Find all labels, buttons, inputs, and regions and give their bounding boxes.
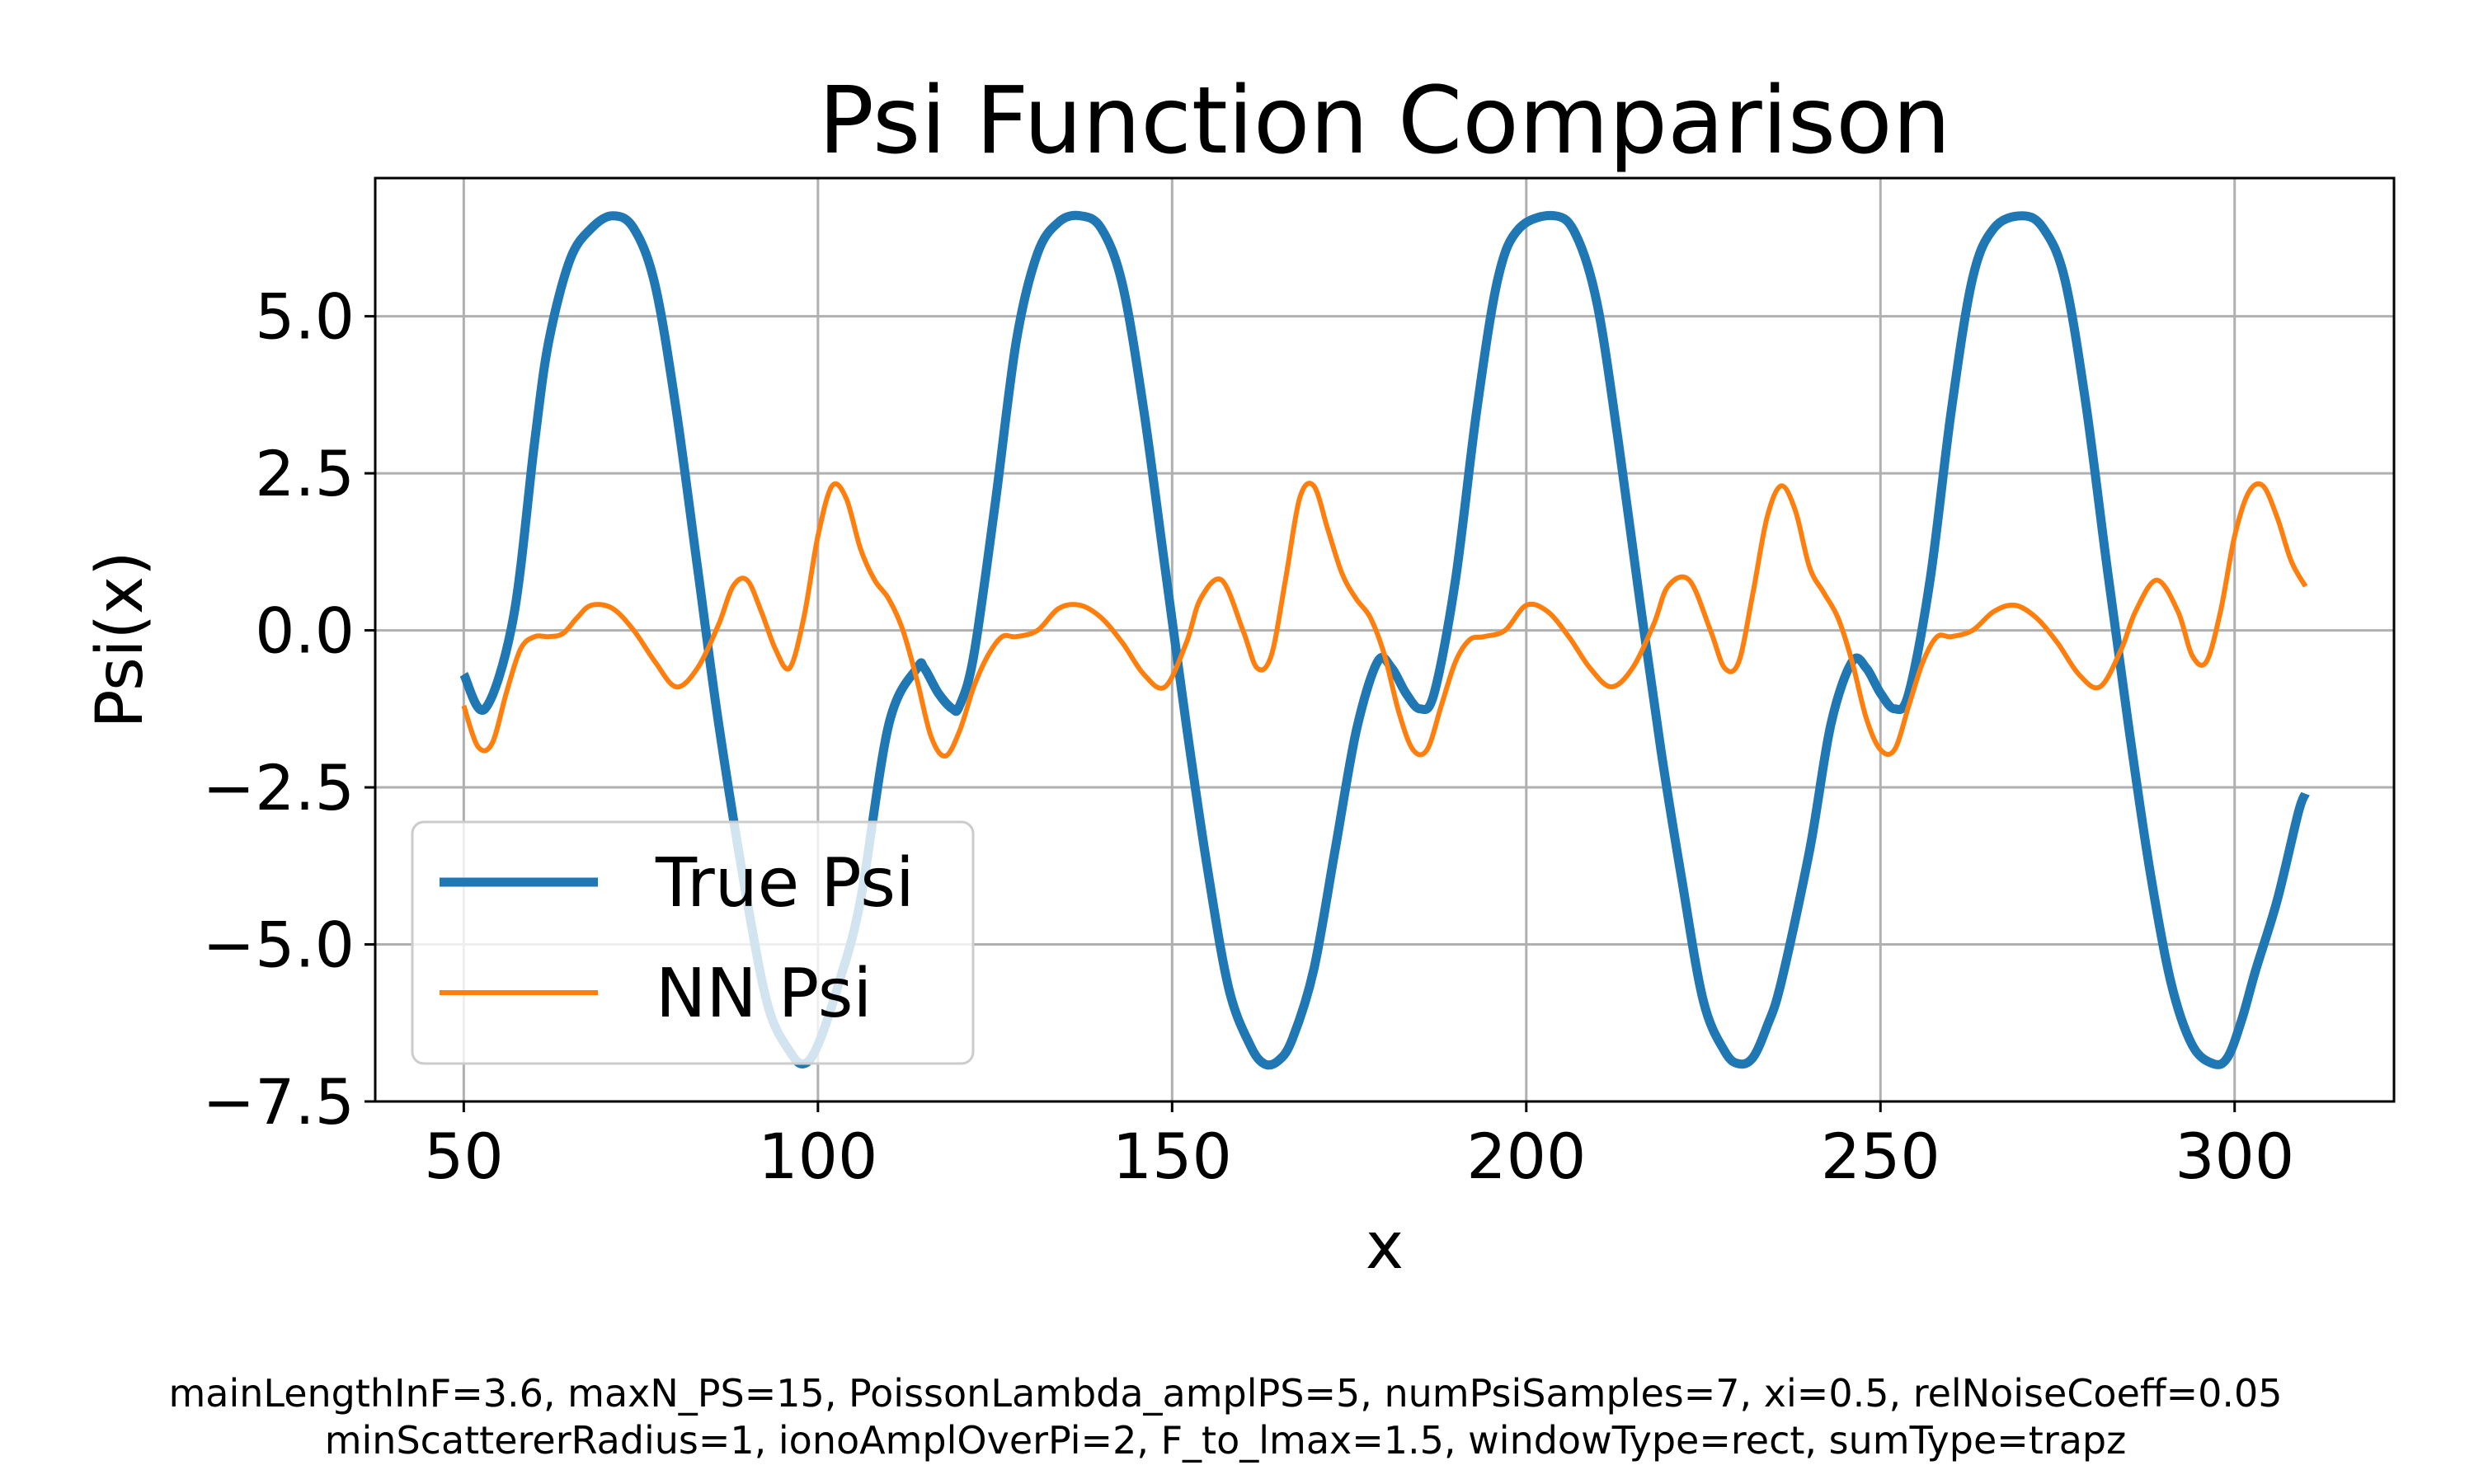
x-axis-label: x — [1366, 1209, 1404, 1284]
series-line-nn-psi — [461, 481, 2308, 759]
legend-label-nn-psi: NN Psi — [656, 955, 872, 1033]
x-tick-label: 250 — [1821, 1120, 1940, 1193]
y-axis-label: Psi(x) — [83, 552, 158, 729]
x-tick-label: 150 — [1112, 1120, 1232, 1193]
legend-label-true-psi: True Psi — [655, 844, 915, 923]
y-tick-label: −7.5 — [202, 1065, 355, 1139]
y-tick-label: 0.0 — [255, 594, 355, 668]
x-tick-label: 100 — [758, 1120, 877, 1193]
x-tick-label: 300 — [2175, 1120, 2294, 1193]
axis-ticks: 50 100 150 200 250 300 5.0 2.5 0.0 −2.5 −5.0 −7.5 — [202, 280, 2294, 1193]
chart-title: Psi Function Comparison — [818, 68, 1950, 175]
legend: True Psi NN Psi — [411, 820, 975, 1065]
y-tick-label: −2.5 — [202, 751, 355, 824]
y-tick-label: 5.0 — [255, 280, 355, 354]
x-tick-label: 200 — [1466, 1120, 1586, 1193]
plot-frame — [374, 176, 2396, 1103]
y-tick-label: 2.5 — [255, 437, 355, 510]
caption-line-1: mainLengthInF=3.6, maxN_PS=15, PoissonLa… — [168, 1371, 2282, 1416]
x-tick-label: 50 — [424, 1120, 504, 1193]
caption-line-2: minScattererRadius=1, ionoAmplOverPi=2, … — [325, 1418, 2127, 1463]
y-tick-label: −5.0 — [202, 909, 355, 982]
